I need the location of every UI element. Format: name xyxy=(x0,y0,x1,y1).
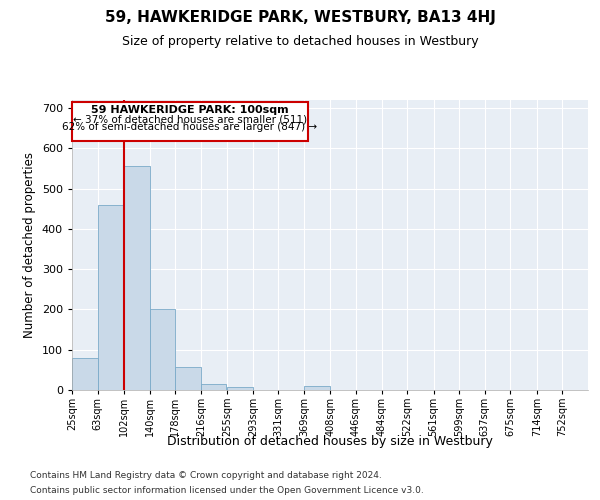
Bar xyxy=(227,387,253,390)
Bar xyxy=(124,166,149,390)
Text: Contains HM Land Registry data © Crown copyright and database right 2024.: Contains HM Land Registry data © Crown c… xyxy=(30,471,382,480)
Text: 59 HAWKERIDGE PARK: 100sqm: 59 HAWKERIDGE PARK: 100sqm xyxy=(91,105,289,115)
Text: 59, HAWKERIDGE PARK, WESTBURY, BA13 4HJ: 59, HAWKERIDGE PARK, WESTBURY, BA13 4HJ xyxy=(104,10,496,25)
Bar xyxy=(304,386,329,390)
Bar xyxy=(175,366,201,390)
Bar xyxy=(149,310,175,390)
Bar xyxy=(201,384,226,390)
Text: Contains public sector information licensed under the Open Government Licence v3: Contains public sector information licen… xyxy=(30,486,424,495)
Text: Distribution of detached houses by size in Westbury: Distribution of detached houses by size … xyxy=(167,435,493,448)
Bar xyxy=(72,358,98,390)
Text: Size of property relative to detached houses in Westbury: Size of property relative to detached ho… xyxy=(122,35,478,48)
Text: 62% of semi-detached houses are larger (847) →: 62% of semi-detached houses are larger (… xyxy=(62,122,317,132)
Y-axis label: Number of detached properties: Number of detached properties xyxy=(23,152,36,338)
Bar xyxy=(98,204,123,390)
FancyBboxPatch shape xyxy=(72,102,308,141)
Text: ← 37% of detached houses are smaller (511): ← 37% of detached houses are smaller (51… xyxy=(73,114,307,124)
